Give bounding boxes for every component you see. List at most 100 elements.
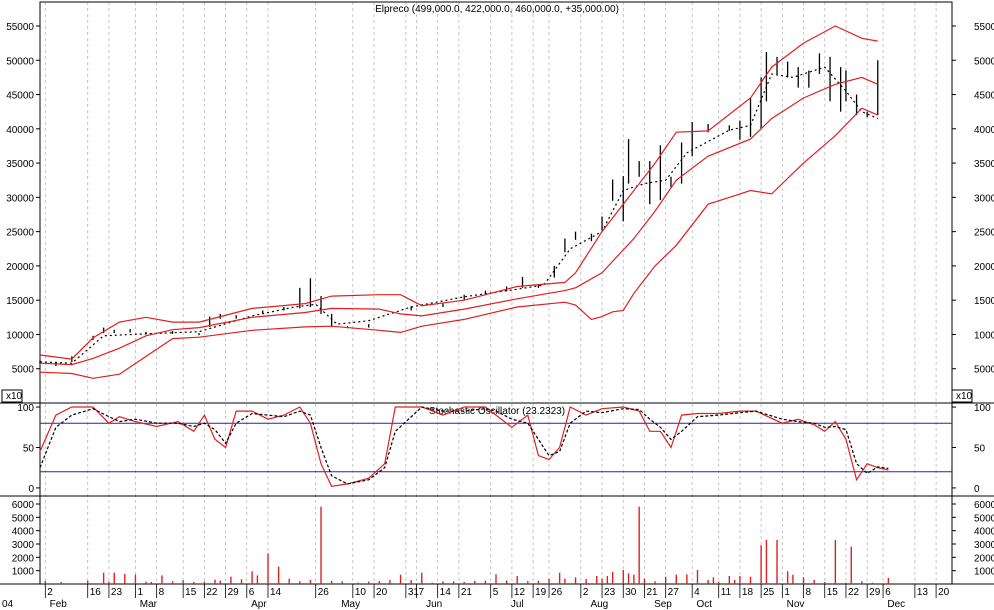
bollinger-upper-line	[39, 25, 878, 360]
y-tick-label: 6000	[974, 500, 994, 511]
day-label: 26	[551, 587, 563, 598]
y-tick-label: 50000	[974, 56, 994, 67]
y-tick-label: 55000	[6, 22, 34, 33]
stochastic-panel: Stochastic Oscillator (23.2323) 0 050 5010…	[17, 403, 991, 495]
day-label: 26	[318, 587, 330, 598]
y-tick-label: 55000	[974, 22, 994, 33]
y-tick-label: 40000	[6, 125, 34, 136]
day-label: 29	[869, 587, 881, 598]
month-label: Jul	[511, 599, 524, 610]
day-label: 22	[848, 587, 860, 598]
bollinger-lower-line	[39, 107, 879, 379]
day-label: 18	[742, 587, 754, 598]
y-tick-label: 0	[974, 484, 980, 495]
day-label: 23	[111, 587, 123, 598]
day-label: 7	[418, 587, 424, 598]
month-label: Oct	[696, 599, 712, 610]
bollinger-middle-line	[39, 76, 879, 366]
month-label: May	[341, 599, 360, 610]
day-label: 29	[228, 587, 240, 598]
y-tick-label: 5000	[12, 513, 35, 524]
y-tick-label: 35000	[974, 159, 994, 170]
day-label: 2	[583, 587, 589, 598]
day-label: 11	[721, 587, 732, 598]
y-tick-label: 2000	[12, 553, 35, 564]
month-label: Dec	[887, 599, 905, 610]
y-tick-label: 100	[17, 403, 34, 414]
day-label: 25	[763, 587, 775, 598]
y-tick-label: 50	[974, 443, 986, 454]
y-tick-label: 3000	[974, 540, 994, 551]
day-label: 20	[376, 587, 388, 598]
day-label: 23	[604, 587, 616, 598]
y-tick-label: 45000	[974, 91, 994, 102]
day-label: 21	[646, 587, 658, 598]
day-label: 6	[249, 587, 255, 598]
day-label: 15	[185, 587, 197, 598]
y-tick-label: 20000	[974, 262, 994, 273]
day-label: 21	[461, 587, 473, 598]
y-tick-label: 30000	[974, 193, 994, 204]
month-label: Mar	[140, 599, 158, 610]
day-label: 6	[885, 587, 891, 598]
y-tick-label: 0	[28, 484, 34, 495]
day-label: 14	[440, 587, 452, 598]
y-tick-label: 10000	[974, 330, 994, 341]
day-label: 19	[535, 587, 547, 598]
month-label: Nov	[787, 599, 805, 610]
month-label: Aug	[590, 599, 608, 610]
month-label: Feb	[50, 599, 68, 610]
scale-badge-box	[951, 389, 973, 403]
y-tick-label: 5000	[12, 365, 35, 376]
y-tick-label: 6000	[12, 500, 35, 511]
stochastic-d-line	[39, 406, 889, 485]
day-label: 20	[938, 587, 950, 598]
day-label: 2	[47, 587, 53, 598]
day-label: 15	[827, 587, 839, 598]
y-tick-label: 35000	[6, 159, 34, 170]
day-label: 1	[784, 587, 790, 598]
day-label: 8	[159, 587, 165, 598]
scale-badge-right: x10	[956, 391, 973, 402]
y-tick-label: 30000	[6, 193, 34, 204]
y-tick-label: 10000	[6, 330, 34, 341]
y-tick-label: 15000	[6, 296, 34, 307]
y-tick-label: 100	[974, 403, 991, 414]
y-tick-label: 50	[23, 443, 35, 454]
scale-badge-left: x10	[6, 391, 23, 402]
day-label: 27	[668, 587, 680, 598]
y-tick-label: 50000	[6, 56, 34, 67]
y-tick-label: 3000	[12, 540, 35, 551]
day-label: 16	[90, 587, 102, 598]
price-chart-title: Elpreco (499,000.0, 422,000.0, 460,000.0…	[375, 4, 619, 15]
plot-border	[39, 1, 953, 585]
day-label: 14	[270, 587, 282, 598]
price-panel: Elpreco (499,000.0, 422,000.0, 460,000.0…	[6, 4, 994, 379]
y-tick-label: 25000	[974, 228, 994, 239]
year-label: 04	[2, 599, 14, 610]
day-label: 5	[493, 587, 499, 598]
y-tick-label: 1000	[974, 567, 994, 578]
day-label: 8	[806, 587, 812, 598]
scale-badges: x10 x10	[6, 391, 973, 402]
y-tick-label: 4000	[974, 527, 994, 538]
y-tick-label: 5000	[974, 365, 994, 376]
day-label: 4	[694, 587, 700, 598]
y-tick-label: 5000	[974, 513, 994, 524]
y-tick-label: 4000	[12, 527, 35, 538]
y-tick-label: 2000	[974, 553, 994, 564]
day-label: 22	[206, 587, 218, 598]
y-tick-label: 20000	[6, 262, 34, 273]
y-tick-label: 25000	[6, 228, 34, 239]
y-tick-label: 15000	[974, 296, 994, 307]
day-label: 12	[514, 587, 526, 598]
month-label: Sep	[654, 599, 672, 610]
month-label: Jun	[426, 599, 442, 610]
day-label: 31	[408, 587, 420, 598]
moving-average-line	[39, 66, 879, 364]
y-tick-label: 40000	[974, 125, 994, 136]
stochastic-k-line	[39, 406, 889, 487]
scale-badge-box	[1, 389, 23, 403]
month-label: Apr	[251, 599, 267, 610]
